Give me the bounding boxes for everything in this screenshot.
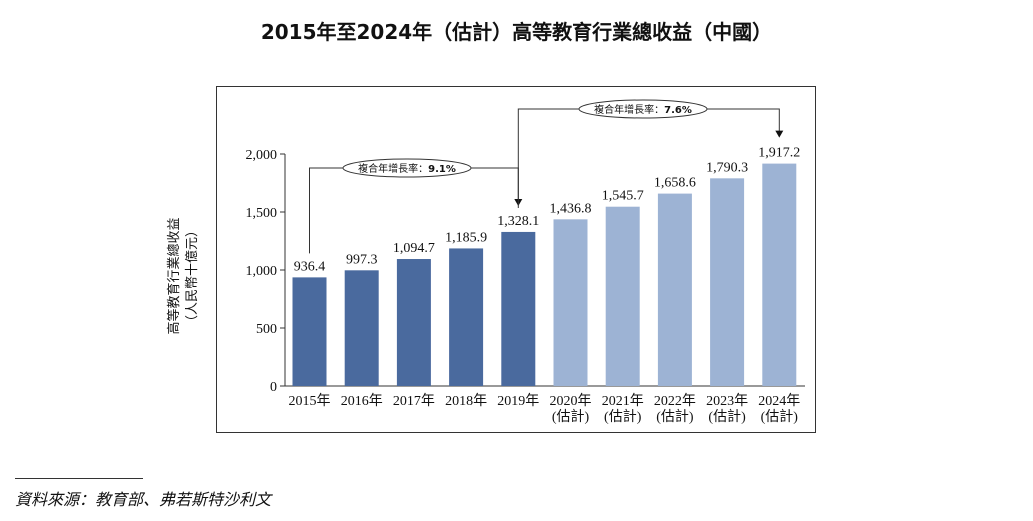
bar xyxy=(344,270,379,386)
x-tick-label: 2024年 xyxy=(758,393,800,409)
bar xyxy=(605,206,640,386)
bar xyxy=(292,277,327,386)
x-tick-label: (估計) xyxy=(552,409,590,425)
y-axis-label-line: 高等教育行業總收益 xyxy=(166,217,182,334)
bar xyxy=(501,231,536,386)
cagr-label: 複合年增長率：7.6% xyxy=(594,103,692,116)
x-tick-label: 2023年 xyxy=(706,393,748,409)
cagr-label-text: 複合年增長率： xyxy=(594,103,664,116)
cagr-bubble xyxy=(578,99,708,119)
y-tick-label: 500 xyxy=(256,322,277,337)
bar-chart: 0 500 1,000 1,500 2,000 936.4 2015年 997.3 2016年 1… xyxy=(246,99,805,425)
bar xyxy=(657,193,692,386)
y-tick-label: 1,000 xyxy=(246,264,278,279)
x-tick-label: 2016年 xyxy=(341,393,383,409)
x-tick-label: 2018年 xyxy=(445,393,487,409)
cagr-bubble xyxy=(342,158,472,178)
y-axis-label-line: （人民幣十億元） xyxy=(184,224,200,328)
x-tick-label: 2021年 xyxy=(602,393,644,409)
x-tick-label: 2017年 xyxy=(393,393,435,409)
y-tick-label: 1,500 xyxy=(246,206,278,221)
data-label: 1,545.7 xyxy=(602,189,644,204)
x-tick-label: 2019年 xyxy=(497,393,539,409)
x-tick-label: 2020年 xyxy=(550,393,592,409)
bar xyxy=(710,178,745,386)
cagr-label: 複合年增長率：9.1% xyxy=(358,162,456,175)
x-tick-label: (估計) xyxy=(656,409,694,425)
bar xyxy=(396,259,431,386)
source-note: 資料來源：教育部、弗若斯特沙利文 xyxy=(15,490,272,509)
data-label: 1,328.1 xyxy=(497,214,539,229)
x-tick-label: 2022年 xyxy=(654,393,696,409)
cagr-value: 7.6% xyxy=(664,105,692,116)
cagr-label-text: 複合年增長率： xyxy=(358,162,428,175)
chart-frame: 0 500 1,000 1,500 2,000 936.4 2015年 997.3 2016年 1… xyxy=(216,86,816,433)
data-label: 1,658.6 xyxy=(654,176,696,191)
data-label: 1,790.3 xyxy=(706,160,748,175)
bar xyxy=(762,163,797,386)
source-divider xyxy=(15,478,143,479)
data-label: 936.4 xyxy=(294,259,326,274)
x-tick-label: 2015年 xyxy=(289,393,331,409)
cagr-arrowhead xyxy=(775,130,784,138)
data-label: 1,185.9 xyxy=(445,230,487,245)
data-label: 1,436.8 xyxy=(550,201,592,216)
chart-title: 2015年至2024年（估計）高等教育行業總收益（中國） xyxy=(260,20,773,44)
data-label: 1,917.2 xyxy=(758,146,800,161)
x-tick-label: (估計) xyxy=(761,409,799,425)
bar xyxy=(449,248,484,386)
x-tick-label: (估計) xyxy=(604,409,642,425)
bar xyxy=(553,219,588,386)
cagr-value: 9.1% xyxy=(428,164,456,175)
y-tick-label: 2,000 xyxy=(246,148,278,163)
y-tick-label: 0 xyxy=(270,380,277,395)
data-label: 997.3 xyxy=(346,252,378,267)
data-label: 1,094.7 xyxy=(393,241,435,256)
x-tick-label: (估計) xyxy=(708,409,746,425)
y-axis-label: 高等教育行業總收益 （人民幣十億元） xyxy=(166,217,200,334)
